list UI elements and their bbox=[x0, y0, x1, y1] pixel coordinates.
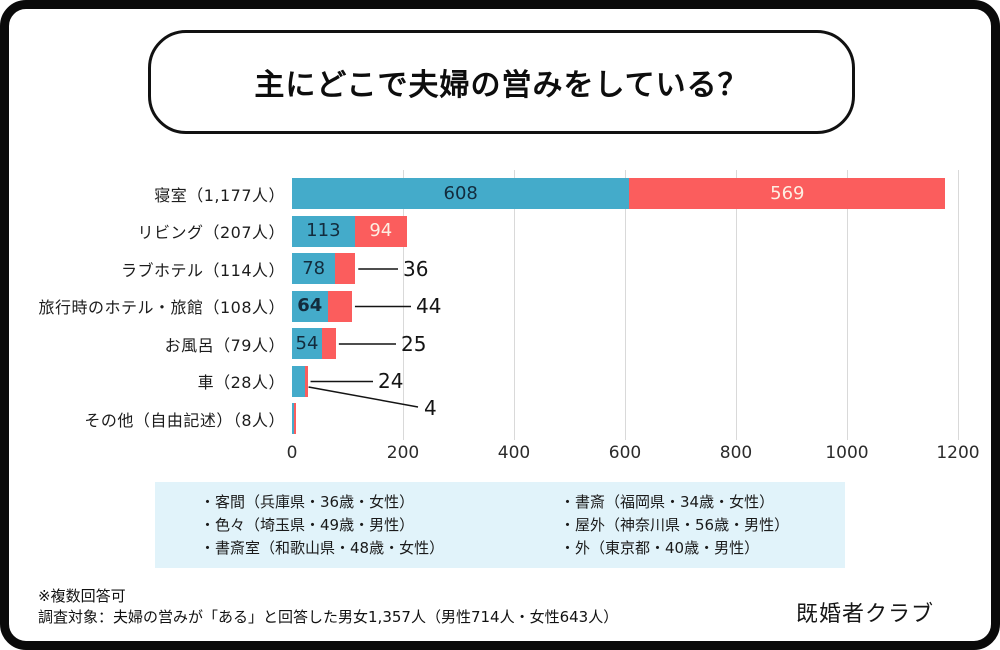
bar-segment-red bbox=[327, 290, 352, 322]
bar-segment-blue: 608 bbox=[292, 178, 630, 209]
category-label: 旅行時のホテル・旅館（108人） bbox=[38, 298, 285, 317]
note-item: ・外（東京都・40歳・男性） bbox=[560, 538, 760, 557]
bar-value-label: 64 bbox=[297, 295, 323, 316]
bar-segment-blue bbox=[292, 365, 306, 397]
footnote-line: 調査対象：夫婦の営みが「ある」と回答した男女1,357人（男性714人・女性64… bbox=[38, 608, 619, 626]
bar-segment-red bbox=[321, 328, 336, 359]
notes-box: ・客間（兵庫県・36歳・女性） ・色々（埼玉県・49歳・男性） ・書斎室（和歌山県・… bbox=[155, 482, 845, 568]
x-tick-label: 800 bbox=[719, 443, 753, 463]
gridline bbox=[736, 170, 737, 440]
gridline bbox=[403, 170, 404, 440]
notes-column: ・書斎（福岡県・34歳・女性） ・屋外（神奈川県・56歳・男性） ・外（東京都・40… bbox=[560, 491, 789, 560]
bar-value-label: 94 bbox=[369, 220, 393, 241]
bar-value-label: 4 bbox=[424, 396, 437, 420]
bar-segment-red bbox=[294, 403, 297, 434]
note-item: ・書斎室（和歌山県・48歳・女性） bbox=[200, 538, 445, 557]
bar-value-label: 569 bbox=[770, 182, 805, 204]
bar-segment-red bbox=[335, 253, 356, 284]
gridline bbox=[847, 170, 848, 440]
category-label: リビング（207人） bbox=[137, 223, 285, 242]
bar-segment-red: 94 bbox=[354, 215, 407, 247]
note-item: ・書斎（福岡県・34歳・女性） bbox=[560, 492, 775, 511]
category-label: 寝室（1,177人） bbox=[154, 185, 285, 205]
x-tick-label: 1000 bbox=[825, 443, 869, 463]
gridline bbox=[514, 170, 515, 440]
bar-segment-blue: 113 bbox=[292, 215, 355, 247]
bar-value-label: 78 bbox=[302, 257, 326, 279]
brand-logo-text: 既婚者クラブ bbox=[795, 602, 934, 627]
bar-value-label: 113 bbox=[306, 220, 341, 241]
footnotes: ※複数回答可調査対象：夫婦の営みが「ある」と回答した男女1,357人（男性714… bbox=[38, 586, 618, 628]
bar-value-label: 36 bbox=[403, 256, 429, 281]
bar-segment-blue: 64 bbox=[292, 290, 328, 322]
note-item: ・色々（埼玉県・49歳・男性） bbox=[200, 515, 415, 534]
category-label: 車（28人） bbox=[197, 373, 285, 392]
bar-value-label: 54 bbox=[295, 332, 319, 354]
bar-value-label: 24 bbox=[378, 369, 404, 393]
gridline bbox=[958, 170, 959, 440]
x-tick-label: 1200 bbox=[936, 443, 980, 463]
bar-value-label: 25 bbox=[401, 331, 427, 356]
x-tick-label: 600 bbox=[608, 443, 642, 463]
note-item: ・屋外（神奈川県・56歳・男性） bbox=[560, 515, 790, 534]
notes-column: ・客間（兵庫県・36歳・女性） ・色々（埼玉県・49歳・男性） ・書斎室（和歌山県・… bbox=[200, 491, 560, 560]
category-label: ラブホテル（114人） bbox=[120, 260, 285, 280]
gridline bbox=[625, 170, 626, 440]
bar-segment-blue: 54 bbox=[292, 328, 322, 359]
x-tick-label: 0 bbox=[286, 443, 298, 463]
bar-segment-red: 569 bbox=[629, 178, 946, 209]
category-label: お風呂（79人） bbox=[164, 335, 285, 355]
bar-value-label: 44 bbox=[416, 294, 442, 318]
page-title: 主にどこで夫婦の営みをしている？ bbox=[254, 68, 749, 103]
bar-segment-red bbox=[305, 365, 308, 397]
title-box: 主にどこで夫婦の営みをしている？ bbox=[148, 30, 855, 134]
x-tick-label: 400 bbox=[497, 443, 531, 463]
bar-segment-blue bbox=[292, 403, 295, 434]
footnote-line: ※複数回答可 bbox=[38, 587, 126, 605]
category-label: その他（自由記述）（8人） bbox=[84, 410, 285, 430]
x-tick-label: 200 bbox=[386, 443, 420, 463]
bar-segment-blue: 78 bbox=[292, 253, 336, 284]
note-item: ・客間（兵庫県・36歳・女性） bbox=[200, 492, 415, 511]
bar-value-label: 608 bbox=[443, 182, 478, 204]
